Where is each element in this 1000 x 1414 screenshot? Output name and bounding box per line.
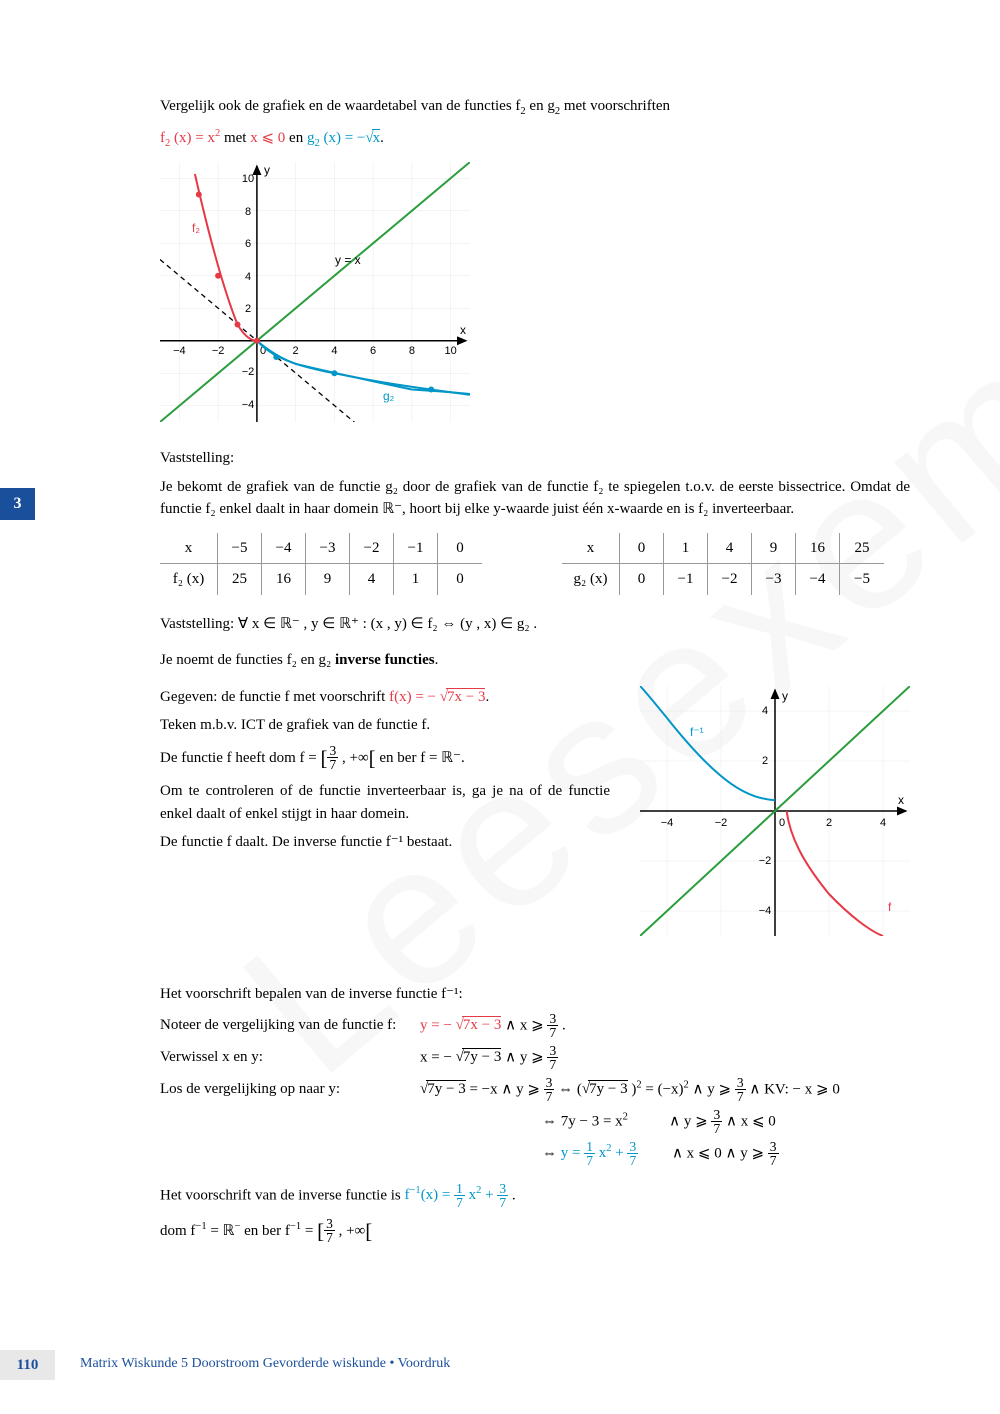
gegeven-line: Gegeven: de functie f met voorschrift f(…: [160, 686, 610, 709]
page-number: 110: [0, 1350, 55, 1380]
intro-line1: Vergelijk ook de grafiek en de waardetab…: [160, 95, 910, 120]
svg-text:4: 4: [245, 271, 251, 283]
teken-line: Teken m.b.v. ICT de grafiek van de funct…: [160, 714, 610, 737]
bepaal-heading: Het voorschrift bepalen van de inverse f…: [160, 983, 910, 1006]
chart-f-finv: −4 −2 0 2 4 −2 −4 2 4 f⁻¹ f x y: [640, 686, 910, 944]
controle-line: Om te controleren of de functie invertee…: [160, 780, 610, 825]
inverse-functies: Je noemt de functies f₂ en g₂ inverse fu…: [160, 649, 910, 672]
svg-text:−2: −2: [212, 345, 225, 357]
dom-finv: dom f−1 = ℝ− en ber f−1 = [37 , +∞[: [160, 1216, 910, 1248]
svg-text:4: 4: [880, 817, 886, 829]
intro-line2: f2 (x) = x2 met x ⩽ 0 en g2 (x) = −x.: [160, 126, 910, 152]
svg-text:0: 0: [779, 817, 785, 829]
svg-text:g₂: g₂: [383, 389, 395, 403]
svg-text:6: 6: [370, 345, 376, 357]
svg-text:x: x: [898, 793, 904, 807]
svg-text:y: y: [782, 689, 788, 703]
svg-text:−2: −2: [759, 855, 772, 867]
svg-text:2: 2: [293, 345, 299, 357]
svg-text:6: 6: [245, 238, 251, 250]
page-content: Vergelijk ook de grafiek en de waardetab…: [0, 0, 1000, 1313]
vaststelling2: Vaststelling: ∀ x ∈ ℝ⁻ , y ∈ ℝ⁺ : (x , y…: [160, 613, 910, 636]
footer-text: Matrix Wiskunde 5 Doorstroom Gevorderde …: [80, 1353, 450, 1374]
svg-text:−2: −2: [242, 366, 255, 378]
svg-text:8: 8: [245, 206, 251, 218]
svg-text:−4: −4: [661, 817, 674, 829]
svg-text:−4: −4: [173, 345, 186, 357]
table-g2: x 0 1 4 9 16 25 g₂ (x) 0 −1 −2 −3 −4 −5: [562, 533, 884, 595]
svg-text:10: 10: [444, 345, 456, 357]
table-f2: x −5 −4 −3 −2 −1 0 f₂ (x) 25 16 9 4 1 0: [160, 533, 482, 595]
chart1-svg: −4−2 02 46 810 −2−4 24 68 10: [160, 162, 470, 422]
svg-text:f: f: [888, 900, 892, 914]
svg-text:y: y: [264, 163, 270, 177]
svg-text:4: 4: [762, 705, 768, 717]
svg-text:−4: −4: [759, 905, 772, 917]
equation-steps: Noteer de vergelijking van de functie f:…: [160, 1012, 910, 1168]
vaststelling-heading: Vaststelling:: [160, 447, 910, 470]
svg-text:2: 2: [245, 303, 251, 315]
chart-f2-g2: −4−2 02 46 810 −2−4 24 68 10: [160, 162, 910, 430]
example-section: Gegeven: de functie f met voorschrift f(…: [160, 686, 910, 944]
daalt-line: De functie f daalt. De inverse functie f…: [160, 831, 610, 854]
svg-text:2: 2: [826, 817, 832, 829]
svg-text:f⁻¹: f⁻¹: [690, 725, 704, 739]
svg-text:f₂: f₂: [192, 221, 200, 235]
vaststelling-text: Je bekomt de grafiek van de functie g₂ d…: [160, 476, 910, 521]
svg-text:y = x: y = x: [335, 253, 361, 267]
svg-text:−4: −4: [242, 399, 255, 411]
svg-text:−2: −2: [715, 817, 728, 829]
svg-text:x: x: [460, 323, 466, 337]
svg-text:4: 4: [331, 345, 337, 357]
dom-line: De functie f heeft dom f = [37 , +∞[ en …: [160, 743, 610, 775]
svg-text:2: 2: [762, 755, 768, 767]
svg-text:8: 8: [409, 345, 415, 357]
finv-voorschrift: Het voorschrift van de inverse functie i…: [160, 1182, 910, 1210]
svg-text:10: 10: [242, 173, 254, 185]
value-tables: x −5 −4 −3 −2 −1 0 f₂ (x) 25 16 9 4 1 0 …: [160, 533, 910, 595]
